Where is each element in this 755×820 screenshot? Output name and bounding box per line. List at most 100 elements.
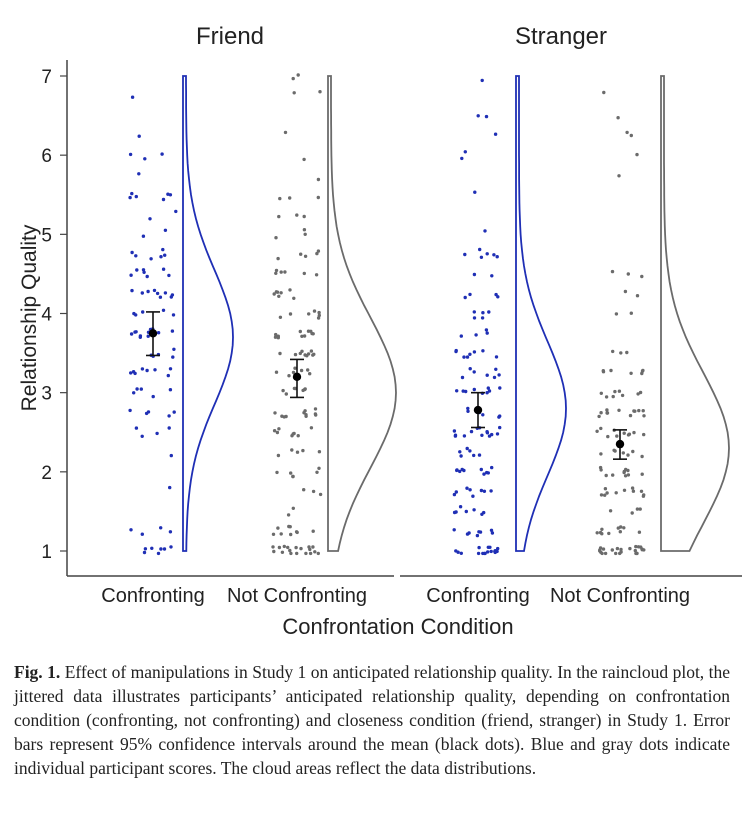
data-point — [314, 273, 319, 277]
data-point — [463, 295, 467, 300]
data-point — [317, 450, 322, 454]
data-point — [600, 527, 604, 531]
data-point — [626, 473, 631, 477]
data-point — [498, 425, 502, 430]
data-point — [484, 114, 489, 119]
y-tick-label: 4 — [41, 305, 52, 326]
data-point — [288, 525, 292, 529]
data-point — [272, 549, 276, 554]
data-point — [276, 336, 280, 340]
panel-titles: Friend Stranger — [196, 23, 607, 50]
data-point — [638, 390, 643, 395]
data-point — [288, 196, 292, 200]
data-point — [459, 454, 463, 458]
data-point — [161, 267, 166, 271]
data-point — [465, 355, 470, 359]
data-point — [295, 530, 299, 535]
data-point — [613, 449, 617, 453]
y-tick-labels: 1 2 3 4 5 6 7 — [41, 67, 67, 563]
data-point — [302, 411, 306, 415]
data-point — [627, 432, 632, 436]
data-point — [130, 250, 134, 255]
data-point — [635, 152, 639, 157]
data-point — [480, 316, 485, 320]
data-point — [168, 530, 173, 534]
data-point — [308, 551, 313, 556]
data-point — [296, 434, 300, 438]
data-point — [485, 331, 489, 335]
data-point — [129, 528, 133, 532]
data-point — [311, 529, 315, 533]
data-point — [603, 487, 608, 491]
data-point — [479, 255, 484, 259]
data-point — [626, 272, 630, 276]
data-point — [294, 545, 298, 550]
y-tick-label: 3 — [41, 384, 52, 405]
data-point — [639, 489, 644, 493]
data-point — [316, 316, 321, 320]
mean-dot — [615, 439, 625, 449]
data-point — [642, 432, 646, 437]
data-point — [461, 389, 465, 393]
data-point — [143, 547, 148, 551]
data-point — [315, 470, 319, 474]
data-point — [155, 431, 159, 436]
data-point — [318, 492, 323, 497]
data-point — [476, 551, 481, 556]
data-point — [490, 465, 494, 470]
data-point — [454, 490, 458, 494]
data-point — [474, 333, 478, 337]
data-point — [159, 255, 163, 259]
data-point — [289, 551, 293, 556]
data-point — [468, 449, 472, 453]
mean-dot — [148, 329, 158, 338]
data-point — [490, 274, 494, 278]
data-point — [598, 546, 603, 550]
data-point — [163, 291, 168, 295]
data-point — [278, 351, 282, 356]
data-point — [295, 213, 299, 217]
data-point — [167, 426, 171, 430]
data-point — [626, 453, 630, 457]
raincloud-chart: Friend Stranger 1 2 3 4 5 6 7 Confronting Not C… — [18, 23, 742, 639]
data-point — [302, 228, 307, 232]
data-point — [302, 271, 306, 276]
density-cloud — [515, 75, 567, 552]
data-point — [642, 414, 646, 418]
data-point — [482, 472, 486, 476]
data-point — [282, 544, 286, 549]
data-point — [459, 551, 463, 555]
data-point — [159, 547, 163, 551]
data-point — [318, 90, 322, 94]
data-point — [623, 474, 628, 478]
data-point — [296, 73, 300, 77]
jittered-points — [128, 73, 646, 556]
data-point — [628, 546, 632, 551]
data-point — [637, 408, 641, 413]
data-point — [138, 335, 142, 339]
data-point — [295, 450, 300, 454]
data-point — [313, 407, 318, 411]
data-point — [611, 473, 615, 477]
data-point — [153, 368, 157, 372]
data-point — [148, 217, 152, 221]
data-point — [274, 370, 279, 374]
data-point — [487, 389, 492, 393]
data-point — [595, 429, 599, 433]
data-point — [278, 196, 282, 201]
data-point — [601, 369, 605, 373]
data-point — [316, 551, 320, 556]
data-point — [617, 389, 622, 393]
data-point — [462, 434, 467, 438]
data-point — [309, 349, 314, 353]
data-point — [455, 389, 459, 393]
data-point — [130, 288, 134, 293]
data-point — [287, 374, 291, 378]
data-point — [478, 247, 482, 252]
data-point — [283, 270, 287, 274]
data-point — [597, 414, 601, 419]
data-point — [169, 295, 173, 299]
data-point — [455, 468, 459, 473]
data-point — [155, 291, 160, 296]
data-point — [634, 551, 638, 556]
